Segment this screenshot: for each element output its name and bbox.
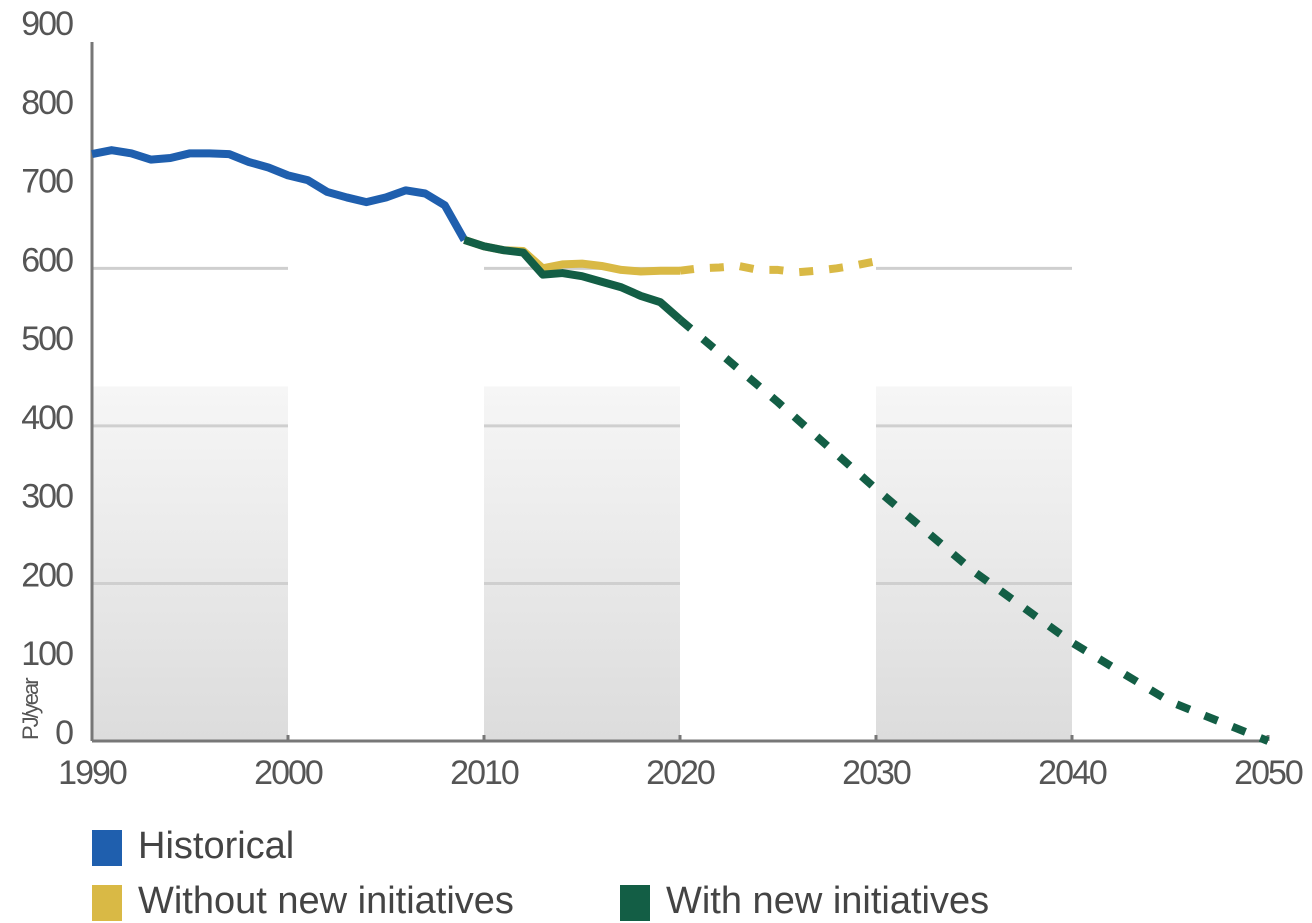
x-tick-label: 2010: [450, 754, 519, 792]
y-tick-label: 300: [21, 478, 73, 516]
y-tick-label: 900: [21, 5, 73, 43]
y-tick-label: 400: [21, 399, 73, 437]
legend-swatch: [92, 830, 122, 866]
x-tick-label: 2050: [1234, 754, 1303, 792]
y-tick-label: 800: [21, 84, 73, 122]
legend-swatch: [620, 885, 650, 921]
y-tick-label: 700: [21, 163, 73, 201]
series-line: [463, 236, 683, 323]
panel-shade: [876, 386, 1072, 741]
series-line: [463, 236, 680, 276]
y-axis-label: PJ/year: [18, 678, 43, 740]
legend-label: Without new initiatives: [138, 880, 514, 922]
series-line: [91, 146, 468, 242]
y-tick-label: 200: [21, 556, 73, 594]
x-tick-label: 2040: [1038, 754, 1107, 792]
panel-shade: [484, 386, 680, 741]
x-tick-label: 2000: [254, 754, 323, 792]
series-line-projection: [679, 257, 877, 277]
y-tick-label: 500: [21, 320, 73, 358]
y-tick-label: 0: [55, 714, 73, 752]
legend-swatch: [92, 885, 122, 921]
x-tick-label: 2030: [842, 754, 911, 792]
x-tick-label: 2020: [646, 754, 715, 792]
y-tick-label: 600: [21, 241, 73, 279]
series-line-projection: [677, 316, 1270, 745]
panel-shade: [92, 386, 288, 741]
legend-label: With new initiatives: [666, 880, 989, 922]
x-tick-label: 1990: [58, 754, 127, 792]
y-tick-label: 100: [21, 635, 73, 673]
legend-label: Historical: [138, 825, 294, 867]
